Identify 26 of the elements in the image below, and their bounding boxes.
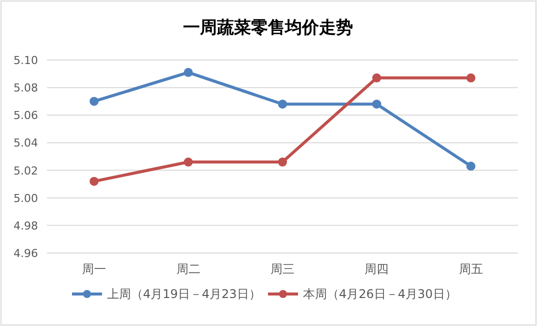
point (90, 176, 99, 186)
legend-label: 本周（4月26日－4月30日） (303, 287, 457, 301)
y-tick-label: 5.02 (14, 164, 38, 178)
point (466, 73, 476, 82)
y-tick-label: 5.04 (14, 136, 38, 150)
chart-title: 一周蔬菜零售均价走势 (183, 18, 353, 38)
point (278, 158, 287, 167)
point (184, 158, 193, 167)
point (466, 162, 476, 171)
x-tick-label: 周二 (176, 262, 200, 276)
point (372, 73, 382, 82)
y-tick-label: 4.96 (14, 247, 38, 260)
y-tick-label: 5.00 (14, 192, 38, 205)
legend-label: 上周（4月19日－4月23日） (107, 287, 261, 301)
point (184, 68, 193, 77)
x-tick-label: 周四 (364, 262, 389, 276)
y-tick-label: 5.10 (14, 54, 38, 67)
x-tick-label: 周五 (458, 262, 483, 276)
point (90, 96, 99, 106)
y-tick-label: 4.98 (14, 219, 38, 232)
x-tick-label: 周一 (82, 262, 106, 276)
x-tick-label: 周三 (270, 262, 294, 276)
y-tick-label: 5.08 (14, 82, 38, 95)
point (278, 100, 287, 109)
point (372, 100, 382, 109)
y-tick-label: 5.06 (14, 109, 38, 122)
